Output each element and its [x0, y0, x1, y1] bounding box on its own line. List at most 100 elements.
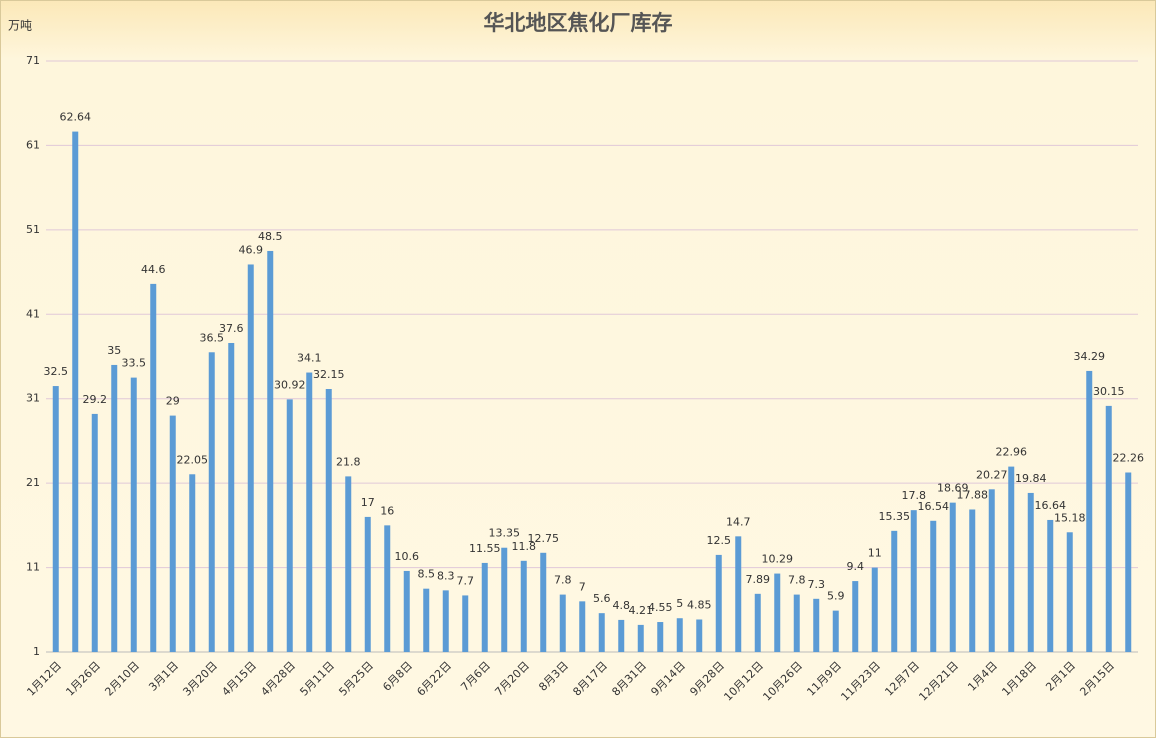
data-label: 7 — [579, 580, 586, 593]
bar — [384, 525, 391, 652]
data-label: 48.5 — [258, 230, 283, 243]
data-label: 4.85 — [687, 598, 712, 611]
y-tick-label: 71 — [26, 54, 40, 67]
data-label: 29.2 — [83, 393, 108, 406]
bar — [1125, 472, 1132, 652]
bar — [774, 573, 781, 652]
data-label: 21.8 — [336, 455, 361, 468]
data-label: 37.6 — [219, 322, 244, 335]
data-label: 4.55 — [648, 601, 673, 614]
bar — [423, 588, 430, 652]
data-label: 11.55 — [469, 542, 501, 555]
bar — [520, 560, 527, 652]
bar — [676, 618, 683, 652]
data-label: 62.64 — [60, 111, 92, 124]
bar — [1008, 466, 1015, 652]
data-label: 4.21 — [629, 604, 654, 617]
bar — [481, 562, 488, 652]
data-label: 16 — [380, 504, 394, 517]
data-label: 10.29 — [762, 553, 794, 566]
bar — [267, 250, 274, 652]
data-label: 5.6 — [593, 592, 611, 605]
bar — [852, 581, 859, 652]
bar — [657, 622, 664, 652]
data-label: 8.5 — [418, 568, 436, 581]
data-label: 11.8 — [512, 540, 537, 553]
data-label: 33.5 — [122, 357, 147, 370]
data-label: 7.7 — [457, 574, 475, 587]
data-label: 7.8 — [554, 574, 572, 587]
data-label: 22.05 — [177, 453, 209, 466]
data-label: 7.89 — [746, 573, 771, 586]
y-tick-label: 51 — [26, 223, 40, 236]
data-label: 5.9 — [827, 590, 845, 603]
bar — [969, 509, 976, 652]
bar — [579, 601, 586, 652]
bar — [930, 520, 937, 652]
y-tick-label: 21 — [26, 476, 40, 489]
data-label: 12.5 — [707, 534, 732, 547]
bar — [715, 554, 722, 652]
data-label: 9.4 — [847, 560, 865, 573]
data-label: 32.15 — [313, 368, 345, 381]
chart-title: 华北地区焦化厂库存 — [484, 11, 673, 35]
y-tick-label: 61 — [26, 138, 40, 151]
data-label: 22.26 — [1113, 452, 1145, 465]
bar — [52, 386, 59, 652]
y-tick-label: 11 — [26, 561, 40, 574]
bar — [150, 283, 157, 652]
data-label: 15.18 — [1054, 511, 1086, 524]
bar — [910, 510, 917, 652]
bar — [169, 415, 176, 652]
bar — [1105, 405, 1112, 652]
y-tick-label: 41 — [26, 307, 40, 320]
bar — [130, 377, 137, 652]
bar — [72, 131, 79, 653]
data-label: 20.27 — [976, 468, 1008, 481]
data-label: 16.64 — [1035, 499, 1067, 512]
bar — [813, 598, 820, 652]
data-label: 44.6 — [141, 263, 166, 276]
bar — [1027, 492, 1034, 652]
y-tick-label: 31 — [26, 392, 40, 405]
bar — [345, 476, 352, 652]
bar — [208, 352, 215, 652]
data-label: 7.8 — [788, 574, 806, 587]
data-label: 17 — [361, 496, 375, 509]
bar — [306, 372, 313, 652]
data-label: 36.5 — [200, 331, 225, 344]
y-axis-label: 万吨 — [8, 19, 32, 33]
data-label: 8.3 — [437, 569, 455, 582]
bar — [462, 595, 469, 652]
data-label: 4.8 — [613, 599, 631, 612]
bar — [1047, 519, 1054, 652]
bar — [364, 516, 371, 652]
data-label: 22.96 — [996, 446, 1028, 459]
bar — [189, 474, 196, 652]
bar — [832, 610, 839, 652]
bar — [1066, 532, 1073, 652]
data-label: 13.35 — [489, 527, 521, 540]
bar — [286, 399, 293, 652]
data-label: 10.6 — [395, 550, 420, 563]
data-label: 32.5 — [44, 365, 69, 378]
data-label: 14.7 — [726, 515, 751, 528]
bar — [403, 570, 410, 652]
data-label: 19.84 — [1015, 472, 1047, 485]
data-label: 35 — [107, 344, 121, 357]
bar — [111, 364, 118, 652]
bar — [793, 594, 800, 652]
data-label: 15.35 — [879, 510, 911, 523]
bar — [540, 552, 547, 652]
data-label: 29 — [166, 395, 180, 408]
data-label: 12.75 — [528, 532, 560, 545]
bar — [1086, 370, 1093, 652]
bar — [325, 389, 332, 652]
data-label: 18.69 — [937, 482, 969, 495]
bar — [871, 567, 878, 652]
y-tick-label: 1 — [33, 645, 40, 658]
bar — [442, 590, 449, 652]
bar — [949, 502, 956, 652]
data-label: 46.9 — [239, 243, 264, 256]
data-label: 30.15 — [1093, 385, 1125, 398]
